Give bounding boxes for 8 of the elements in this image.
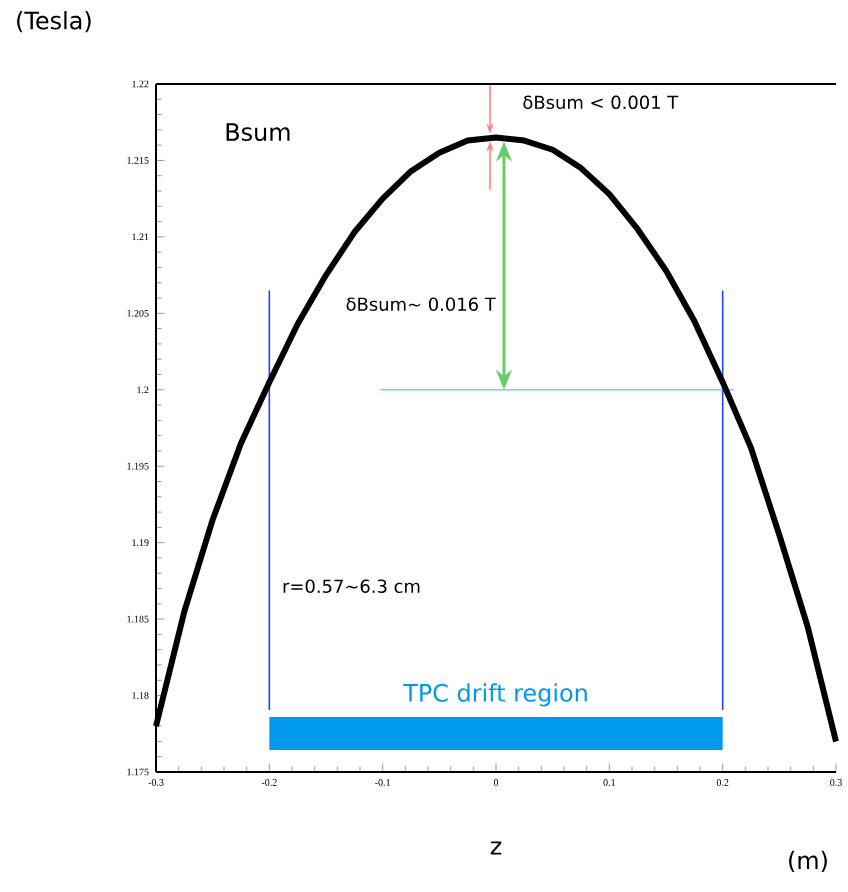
text: (m) — [789, 850, 827, 873]
band-label: TPC drift region — [403, 683, 587, 707]
annotation: Bsum — [226, 123, 290, 142]
annotation: δBsum < 0.001 T — [523, 95, 679, 110]
annotation: δBsum~ 0.016 T — [346, 297, 496, 311]
x-axis-title: z — [490, 841, 502, 855]
y-axis-title: (Tesla) — [17, 11, 91, 33]
annotation: r=0.57~6.3 cm — [283, 579, 420, 594]
